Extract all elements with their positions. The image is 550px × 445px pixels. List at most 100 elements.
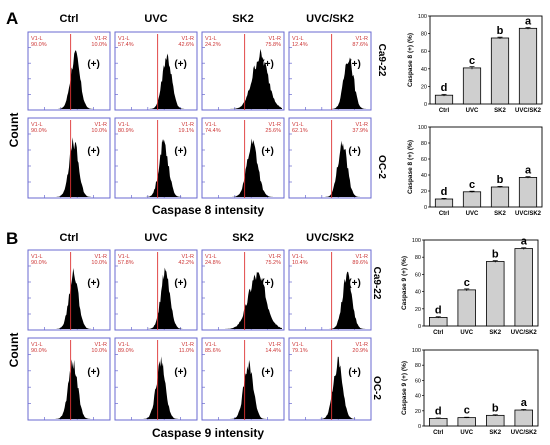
x-tick-label: SK2 xyxy=(494,211,506,217)
y-axis-label: Caspase 9 (+) (%) xyxy=(401,361,408,415)
y-axis-title: Count xyxy=(7,333,21,368)
right-gate-percent: 10.0% xyxy=(91,42,107,48)
right-gate-percent: 20.9% xyxy=(352,348,368,354)
right-gate-label: V1-R xyxy=(94,342,107,348)
bar xyxy=(434,198,454,208)
panel-letter: B xyxy=(6,229,18,248)
x-tick-label: UVC/SK2 xyxy=(515,211,542,217)
histogram-distribution xyxy=(30,50,108,109)
positive-marker: (+) xyxy=(87,146,100,157)
histogram-frame xyxy=(288,249,372,331)
y-tick-label: 0 xyxy=(424,205,427,211)
bar-chart: 0 20 40 60 80 100 d Ctrl c UVC b SK2 a UVC/SK2 Caspase… xyxy=(376,14,543,114)
left-gate-label: V1-L xyxy=(31,36,43,42)
right-gate-label: V1-R xyxy=(268,122,281,128)
x-tick-label: UVC xyxy=(460,330,473,336)
x-axis-title: Caspase 9 intensity xyxy=(152,426,264,440)
significance-letter: d xyxy=(441,186,448,198)
positive-marker: (+) xyxy=(174,278,187,289)
bar xyxy=(486,261,505,327)
histogram-distribution xyxy=(204,360,282,419)
y-tick-label: 100 xyxy=(418,14,427,20)
x-tick-label: UVC xyxy=(460,430,473,436)
histogram-plot: V1-L90.0% V1-R10.0% (+) xyxy=(27,249,111,331)
x-tick-label: Ctrl xyxy=(439,211,450,217)
left-gate-percent: 90.0% xyxy=(31,260,47,266)
positive-marker: (+) xyxy=(261,278,274,289)
left-gate-label: V1-L xyxy=(118,122,130,128)
y-tick-label: 80 xyxy=(421,141,427,147)
significance-letter: d xyxy=(435,304,442,316)
y-tick-label: 20 xyxy=(415,307,421,313)
histogram-distribution xyxy=(204,271,282,329)
positive-marker: (+) xyxy=(261,146,274,157)
significance-letter: a xyxy=(525,164,532,176)
left-gate-percent: 80.9% xyxy=(118,128,134,134)
column-header: UVC/SK2 xyxy=(306,13,354,25)
bar-chart: 0 20 40 60 80 100 d Ctrl c UVC b SK2 a UVC/SK2 Caspase… xyxy=(376,125,543,217)
positive-marker: (+) xyxy=(348,59,361,70)
y-tick-label: 80 xyxy=(415,255,421,261)
right-gate-percent: 75.8% xyxy=(265,42,281,48)
cell-line-label: OC-2 xyxy=(376,155,387,179)
left-gate-percent: 12.4% xyxy=(292,42,308,48)
panel-letter: A xyxy=(6,9,18,28)
right-gate-percent: 10.0% xyxy=(91,128,107,134)
significance-letter: b xyxy=(497,25,504,37)
y-tick-label: 40 xyxy=(415,394,421,400)
histogram-frame xyxy=(114,31,198,111)
x-tick-label: Ctrl xyxy=(439,108,450,114)
cell-line-label: Ca9-22 xyxy=(376,44,387,77)
left-gate-percent: 89.0% xyxy=(118,348,134,354)
left-gate-percent: 57.8% xyxy=(118,260,134,266)
right-gate-percent: 19.1% xyxy=(178,128,194,134)
right-gate-label: V1-R xyxy=(355,36,368,42)
left-gate-label: V1-L xyxy=(292,36,304,42)
left-gate-label: V1-L xyxy=(292,254,304,260)
significance-letter: c xyxy=(469,55,475,67)
left-gate-label: V1-L xyxy=(118,36,130,42)
right-gate-label: V1-R xyxy=(94,254,107,260)
x-tick-label: UVC xyxy=(466,108,479,114)
y-tick-label: 0 xyxy=(424,102,427,108)
histogram-plot: V1-L85.6% V1-R14.4% (+) xyxy=(201,337,285,421)
bar xyxy=(518,27,538,105)
left-gate-percent: 85.6% xyxy=(205,348,221,354)
bar-chart: 0 20 40 60 80 100 d Ctrl c UVC b SK2 a UVC/SK2 Caspase… xyxy=(371,236,539,336)
histogram-plot: V1-L74.4% V1-R25.6% (+) xyxy=(201,117,285,199)
right-gate-label: V1-R xyxy=(181,254,194,260)
y-tick-label: 80 xyxy=(415,363,421,369)
x-tick-label: SK2 xyxy=(489,430,501,436)
histogram-frame xyxy=(201,337,285,421)
right-gate-label: V1-R xyxy=(355,342,368,348)
bar xyxy=(462,191,482,208)
column-header: UVC/SK2 xyxy=(306,232,354,244)
left-gate-label: V1-L xyxy=(31,122,43,128)
significance-letter: a xyxy=(525,15,532,27)
y-tick-label: 0 xyxy=(418,324,421,330)
significance-letter: d xyxy=(435,405,442,417)
left-gate-percent: 90.0% xyxy=(31,348,47,354)
left-gate-percent: 62.1% xyxy=(292,128,308,134)
x-tick-label: SK2 xyxy=(489,330,501,336)
bar xyxy=(490,186,510,208)
right-gate-percent: 42.2% xyxy=(178,260,194,266)
left-gate-label: V1-L xyxy=(205,36,217,42)
cell-line-label: OC-2 xyxy=(371,376,382,400)
y-axis-label: Caspase 9 (+) (%) xyxy=(401,256,408,310)
left-gate-label: V1-L xyxy=(292,342,304,348)
y-tick-label: 60 xyxy=(415,378,421,384)
histogram-distribution xyxy=(117,139,195,197)
significance-letter: b xyxy=(497,174,504,186)
y-tick-label: 100 xyxy=(412,238,421,244)
left-gate-label: V1-L xyxy=(31,342,43,348)
column-header: UVC xyxy=(144,13,167,25)
right-gate-label: V1-R xyxy=(181,342,194,348)
left-gate-percent: 24.8% xyxy=(205,260,221,266)
significance-letter: c xyxy=(464,405,470,417)
left-gate-label: V1-L xyxy=(205,254,217,260)
column-header: Ctrl xyxy=(60,232,79,244)
y-tick-label: 20 xyxy=(415,409,421,415)
x-tick-label: SK2 xyxy=(494,108,506,114)
bar xyxy=(457,289,476,327)
